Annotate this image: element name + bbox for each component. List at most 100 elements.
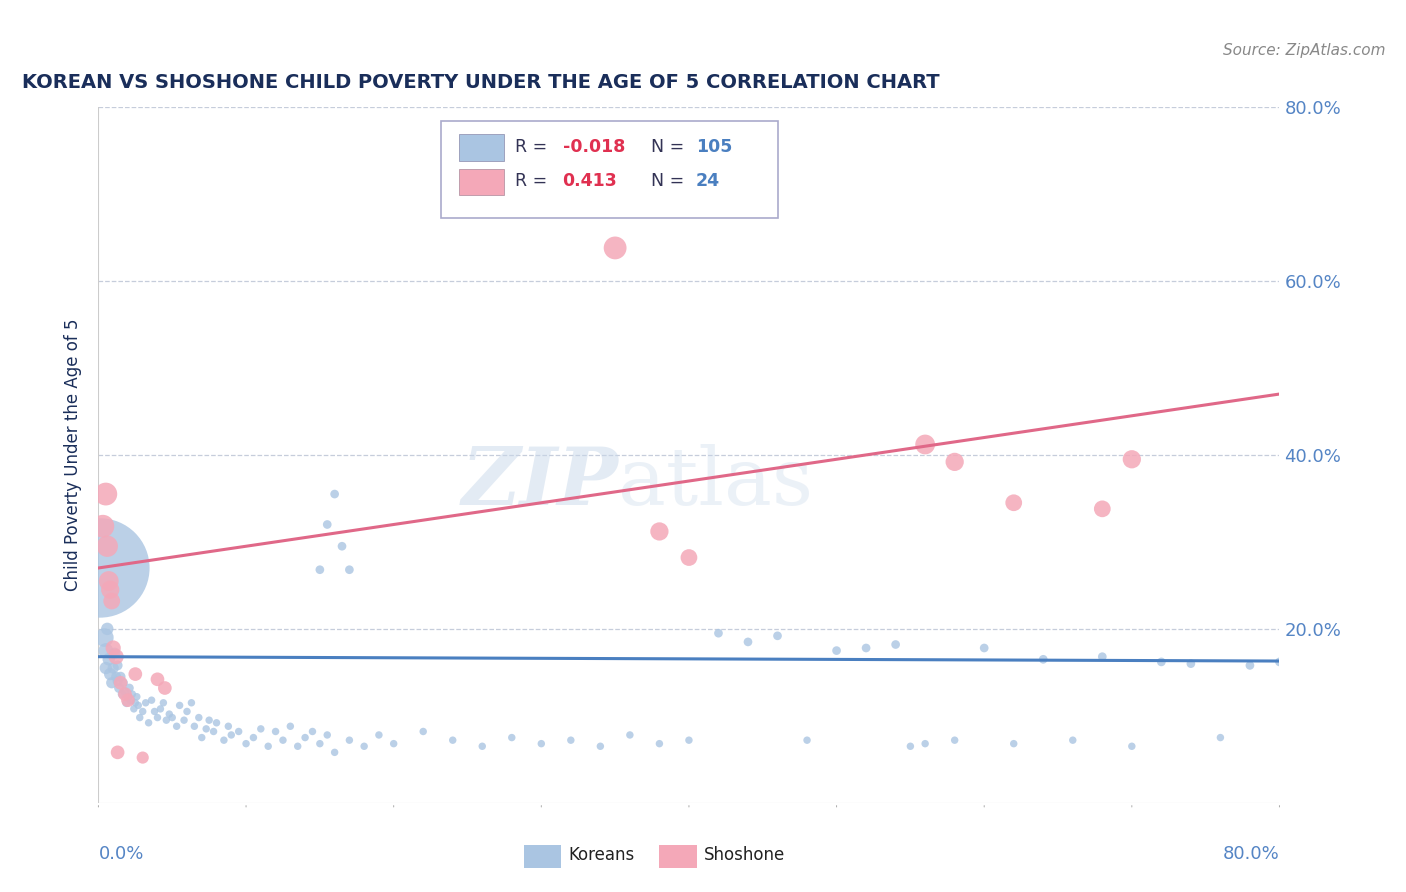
Point	[914, 737, 936, 751]
FancyBboxPatch shape	[659, 846, 697, 868]
Point	[98, 582, 121, 597]
Point	[94, 661, 117, 675]
Point	[162, 710, 183, 724]
Point	[122, 702, 145, 716]
FancyBboxPatch shape	[458, 134, 503, 161]
Point	[121, 687, 143, 701]
Text: Koreans: Koreans	[568, 846, 634, 864]
Point	[250, 722, 273, 736]
Point	[187, 710, 209, 724]
Point	[96, 539, 118, 553]
Point	[353, 739, 375, 754]
Point	[1121, 452, 1143, 467]
Point	[441, 733, 464, 747]
Point	[287, 739, 309, 754]
Point	[202, 724, 225, 739]
Point	[107, 745, 129, 759]
Point	[973, 640, 995, 655]
Point	[103, 661, 125, 675]
Point	[169, 698, 191, 713]
Point	[132, 705, 155, 719]
Point	[96, 622, 118, 636]
FancyBboxPatch shape	[523, 846, 561, 868]
Text: 0.413: 0.413	[562, 172, 617, 191]
Point	[228, 724, 250, 739]
Text: -0.018: -0.018	[562, 137, 624, 156]
Point	[107, 674, 129, 689]
Point	[1032, 652, 1054, 666]
Point	[195, 722, 218, 736]
Point	[796, 733, 818, 747]
Point	[264, 724, 287, 739]
Point	[1062, 733, 1084, 747]
Point	[146, 673, 169, 687]
Point	[323, 745, 346, 759]
Point	[309, 563, 332, 577]
Point	[146, 710, 169, 724]
Point	[1091, 649, 1114, 664]
FancyBboxPatch shape	[458, 169, 503, 195]
Point	[114, 687, 136, 701]
Point	[180, 696, 202, 710]
Point	[120, 693, 142, 707]
Point	[825, 643, 848, 657]
Point	[855, 640, 877, 655]
Point	[125, 690, 148, 704]
Point	[149, 702, 172, 716]
Point	[138, 715, 160, 730]
Point	[471, 739, 494, 754]
Point	[382, 737, 405, 751]
Point	[91, 519, 114, 533]
Point	[124, 696, 146, 710]
Point	[128, 710, 150, 724]
Point	[94, 643, 117, 657]
Point	[1002, 496, 1025, 510]
Point	[943, 455, 966, 469]
Point	[412, 724, 434, 739]
Point	[124, 667, 146, 681]
Point	[217, 719, 239, 733]
Point	[155, 713, 177, 727]
Point	[143, 705, 166, 719]
Point	[560, 733, 582, 747]
Point	[166, 719, 188, 733]
Point	[309, 737, 332, 751]
Text: ZIP: ZIP	[461, 444, 619, 522]
Text: N =: N =	[651, 137, 690, 156]
Point	[111, 687, 134, 701]
Point	[900, 739, 922, 754]
Point	[114, 684, 136, 698]
Text: 80.0%: 80.0%	[1223, 845, 1279, 863]
Point	[97, 574, 120, 588]
Point	[100, 675, 122, 690]
Point	[89, 561, 111, 575]
Point	[112, 675, 135, 690]
Point	[323, 487, 346, 501]
Point	[153, 681, 176, 695]
Point	[110, 675, 132, 690]
Point	[212, 733, 235, 747]
Text: KOREAN VS SHOSHONE CHILD POVERTY UNDER THE AGE OF 5 CORRELATION CHART: KOREAN VS SHOSHONE CHILD POVERTY UNDER T…	[21, 72, 939, 92]
Text: N =: N =	[651, 172, 690, 191]
Point	[1002, 737, 1025, 751]
Point	[105, 649, 128, 664]
Point	[104, 646, 127, 660]
Point	[110, 670, 132, 684]
Point	[183, 719, 205, 733]
Point	[301, 724, 323, 739]
Point	[152, 696, 174, 710]
Y-axis label: Child Poverty Under the Age of 5: Child Poverty Under the Age of 5	[65, 318, 83, 591]
Point	[242, 731, 264, 745]
Point	[619, 728, 641, 742]
Point	[530, 737, 553, 751]
Point	[339, 733, 361, 747]
Text: 24: 24	[696, 172, 720, 191]
Point	[737, 635, 759, 649]
Point	[589, 739, 612, 754]
Point	[118, 681, 141, 695]
Point	[1121, 739, 1143, 754]
Point	[257, 739, 280, 754]
Text: Shoshone: Shoshone	[704, 846, 786, 864]
Point	[100, 594, 122, 608]
Point	[707, 626, 730, 640]
